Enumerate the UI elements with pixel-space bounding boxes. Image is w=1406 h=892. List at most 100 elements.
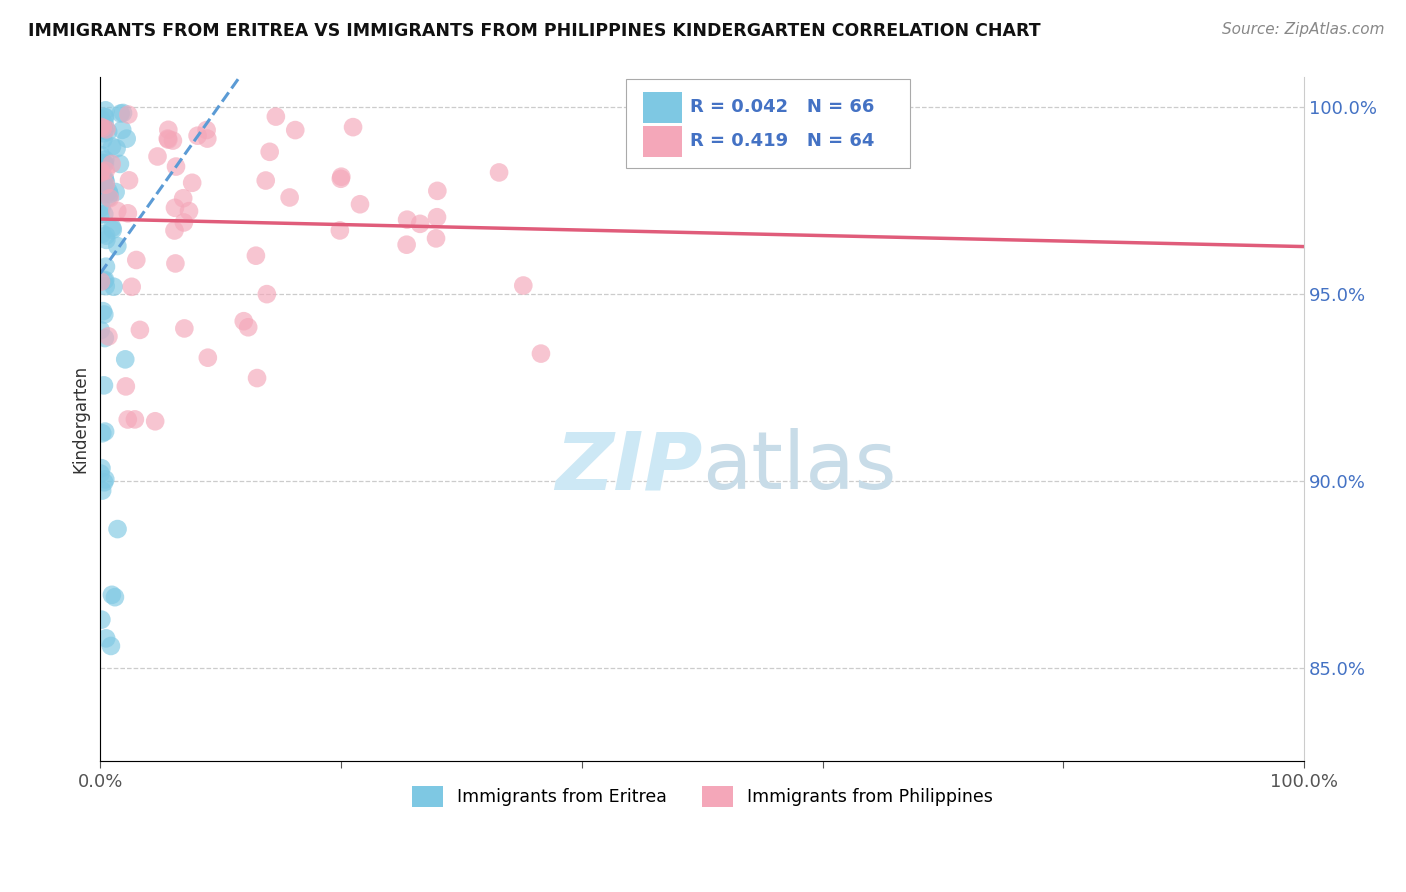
Point (94, 103, 117, 118)
Text: Source: ZipAtlas.com: Source: ZipAtlas.com (1222, 22, 1385, 37)
Point (232, 314, 254, 328)
Point (97, 125, 120, 139)
Point (94, 260, 117, 274)
Point (329, 171, 352, 186)
Point (93, 171, 115, 186)
Point (284, 123, 307, 137)
Point (96, 233, 118, 247)
Point (90, 165, 112, 179)
Text: atlas: atlas (702, 428, 897, 507)
Point (118, 173, 141, 187)
Point (93, 173, 115, 187)
Point (396, 212, 419, 227)
Point (173, 321, 195, 335)
Point (108, 157, 131, 171)
Point (94, 472, 117, 486)
Point (395, 237, 418, 252)
Point (112, 106, 135, 120)
Point (177, 204, 200, 219)
Point (94, 111, 117, 125)
Point (89, 112, 111, 127)
Point (146, 149, 169, 163)
Point (187, 128, 209, 143)
Point (90, 112, 112, 126)
Point (125, 252, 148, 267)
Point (110, 106, 132, 120)
Point (93, 123, 115, 137)
Text: R = 0.042   N = 66: R = 0.042 N = 66 (690, 98, 875, 116)
Point (97, 184, 120, 198)
Point (349, 197, 371, 211)
Point (101, 588, 124, 602)
Legend: Immigrants from Eritrea, Immigrants from Philippines: Immigrants from Eritrea, Immigrants from… (405, 780, 1000, 814)
Point (264, 110, 287, 124)
Point (89, 467, 111, 481)
Point (96, 187, 118, 202)
Point (256, 287, 278, 301)
Point (330, 169, 353, 184)
Point (94, 273, 117, 287)
Point (97, 329, 120, 343)
Point (90, 613, 112, 627)
Point (91, 483, 114, 498)
Point (488, 165, 510, 179)
Point (512, 278, 534, 293)
Point (103, 279, 125, 293)
Point (93, 378, 115, 392)
Point (91, 426, 114, 441)
Point (94, 163, 117, 178)
Point (163, 201, 186, 215)
Point (90, 201, 112, 215)
Point (173, 215, 195, 229)
Point (128, 323, 150, 337)
Point (97, 190, 120, 204)
Point (90, 178, 112, 192)
Point (426, 211, 449, 225)
Point (409, 217, 432, 231)
Point (426, 184, 449, 198)
Point (157, 123, 180, 137)
Point (90, 461, 112, 475)
Point (101, 139, 124, 153)
Point (93, 173, 115, 187)
FancyBboxPatch shape (627, 78, 911, 169)
Point (259, 145, 281, 159)
Point (94, 279, 117, 293)
Point (162, 134, 184, 148)
Point (100, 639, 122, 653)
Point (94, 331, 117, 345)
FancyBboxPatch shape (643, 126, 682, 158)
Point (105, 141, 128, 155)
Point (195, 123, 218, 137)
Point (93, 308, 115, 322)
Point (115, 131, 138, 145)
Point (329, 223, 352, 237)
Point (98, 191, 121, 205)
Point (104, 185, 127, 199)
Point (93, 117, 115, 131)
Point (121, 280, 143, 294)
Point (94, 156, 117, 170)
Point (93, 274, 115, 288)
Point (172, 191, 194, 205)
Point (94, 425, 117, 439)
Point (425, 231, 447, 245)
Point (90, 275, 112, 289)
Point (93, 157, 115, 171)
Point (104, 591, 127, 605)
Y-axis label: Kindergarten: Kindergarten (72, 366, 89, 474)
Point (101, 223, 124, 237)
Point (117, 412, 139, 426)
Point (100, 157, 122, 171)
Point (117, 107, 139, 121)
Point (94, 153, 117, 167)
Point (101, 220, 124, 235)
Point (254, 173, 277, 187)
Text: ZIP: ZIP (555, 428, 702, 507)
Point (93, 207, 115, 221)
Point (165, 160, 187, 174)
Point (94, 178, 117, 192)
Point (163, 223, 186, 237)
Point (90, 323, 112, 337)
Point (195, 131, 218, 145)
